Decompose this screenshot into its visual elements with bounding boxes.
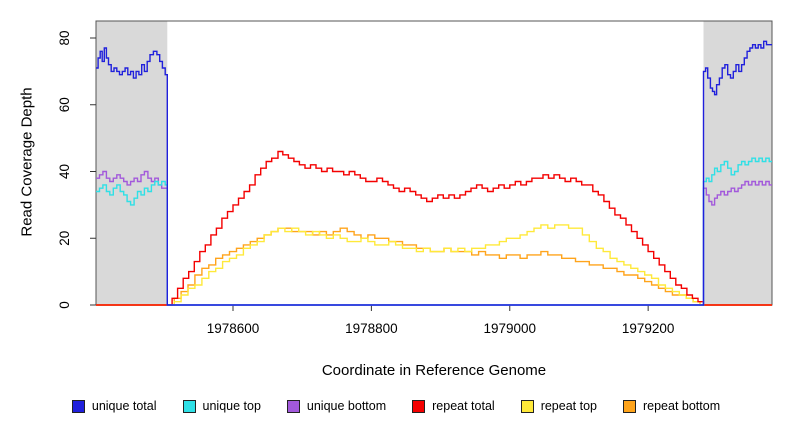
masked-region-right [703, 21, 772, 305]
x-tick-label: 1978800 [345, 321, 398, 336]
legend-label: unique top [202, 399, 261, 413]
legend-item-repeat-bottom: repeat bottom [622, 399, 721, 413]
series-repeat-total [96, 150, 772, 306]
legend-swatch [412, 399, 426, 413]
legend-swatch [182, 399, 196, 413]
legend-label: repeat top [540, 399, 597, 413]
x-tick-label: 1979200 [622, 321, 675, 336]
legend-label: repeat total [432, 399, 495, 413]
chart-svg: 0 20 40 60 80 1978600 1978800 1979000 1979200 [57, 20, 773, 336]
x-tick-label: 1978600 [207, 321, 260, 336]
legend-swatch [520, 399, 534, 413]
legend-label: unique bottom [306, 399, 387, 413]
legend-item-unique-total: unique total [71, 399, 157, 413]
x-axis-title: Coordinate in Reference Genome [321, 362, 547, 379]
masked-region-left [96, 21, 168, 305]
y-tick-label: 0 [57, 301, 72, 309]
y-tick-label: 40 [57, 164, 72, 179]
series-unique-top [96, 157, 772, 306]
legend-item-repeat-top: repeat top [520, 399, 597, 413]
plot-border [95, 20, 773, 306]
series-repeat-top [96, 224, 772, 306]
legend-swatch [286, 399, 300, 413]
y-axis-title: Read Coverage Depth [18, 87, 36, 237]
legend-label: repeat bottom [642, 399, 721, 413]
series-repeat-bottom [96, 227, 772, 306]
legend-label: unique total [91, 399, 157, 413]
y-tick-label: 60 [57, 97, 72, 112]
legend-swatch [71, 399, 85, 413]
legend-item-repeat-total: repeat total [412, 399, 495, 413]
y-tick-label: 20 [57, 231, 72, 246]
legend-item-unique-bottom: unique bottom [286, 399, 387, 413]
x-tick-label: 1979000 [483, 321, 536, 336]
legend-swatch [622, 399, 636, 413]
y-tick-label: 80 [57, 30, 72, 45]
legend-item-unique-top: unique top [182, 399, 261, 413]
legend: unique total unique top unique bottom repea… [0, 399, 792, 413]
series-unique-total [96, 40, 772, 306]
